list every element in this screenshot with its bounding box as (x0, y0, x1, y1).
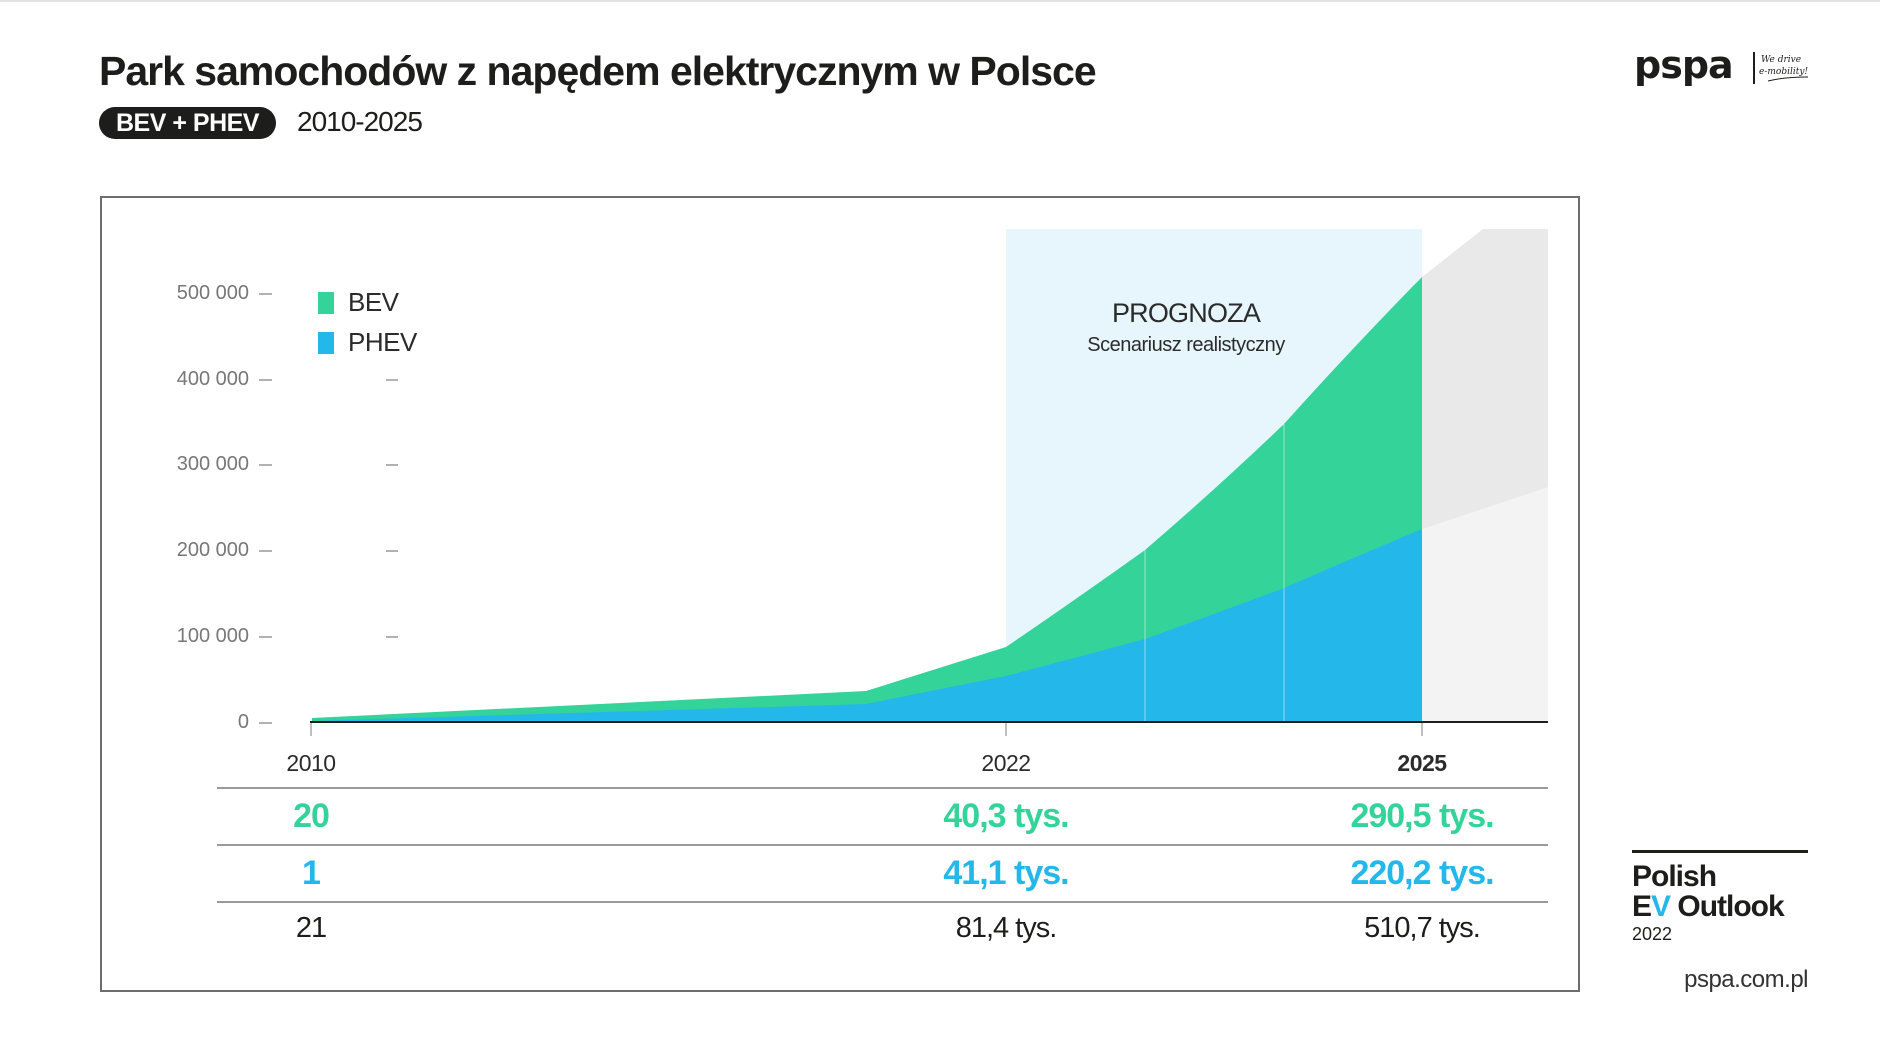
y-label: 300 000 (176, 453, 249, 475)
pspa-logo: pspa We drive e-mobility! (1634, 43, 1814, 96)
total-value-2022: 81,4 tys. (955, 912, 1058, 944)
top-border (0, 0, 1880, 2)
legend-item-phev: PHEV (318, 327, 417, 358)
brand-rule (1632, 850, 1808, 853)
forecast-sublabel: Scenariusz realistyczny (1087, 334, 1285, 356)
svg-text:e-mobility!: e-mobility! (1759, 67, 1808, 77)
y-ticks (259, 293, 398, 724)
svg-text:We drive: We drive (1761, 55, 1801, 65)
y-label: 0 (237, 711, 249, 733)
x-label-2010: 2010 (286, 750, 336, 776)
table-divider (217, 901, 1548, 903)
website-link[interactable]: pspa.com.pl (1684, 966, 1808, 993)
y-label: 200 000 (176, 539, 249, 561)
bev-value-2025: 290,5 tys. (1350, 797, 1494, 835)
category-badge: BEV + PHEV (99, 107, 276, 139)
phev-value-2022: 41,1 tys. (943, 854, 1069, 892)
x-label-2025: 2025 (1397, 750, 1447, 776)
svg-text:pspa: pspa (1634, 46, 1733, 87)
brand-year: 2022 (1632, 924, 1673, 944)
forecast-label: PROGNOZA (1111, 298, 1261, 328)
pspa-logo-icon: pspa We drive e-mobility! (1634, 43, 1808, 87)
total-value-2010: 21 (295, 912, 327, 944)
total-value-2025: 510,7 tys. (1364, 912, 1481, 944)
y-label: 500 000 (176, 282, 249, 304)
bev-swatch-icon (318, 291, 334, 314)
date-range: 2010-2025 (297, 106, 423, 137)
chart-frame (100, 196, 1580, 992)
phev-value-2025: 220,2 tys. (1350, 854, 1494, 892)
brand-line2: EV Outlook (1632, 890, 1785, 923)
phev-swatch-icon (318, 331, 334, 354)
bev-value-2010: 20 (293, 797, 330, 835)
gray-band-lower (1422, 487, 1548, 722)
y-label: 400 000 (176, 368, 249, 390)
x-label-2022: 2022 (981, 750, 1031, 776)
bev-value-2022: 40,3 tys. (943, 797, 1069, 835)
page-title: Park samochodów z napędem elektrycznym w… (99, 48, 1097, 94)
y-label: 100 000 (176, 625, 249, 647)
brand-line1: Polish (1632, 860, 1717, 893)
phev-value-2010: 1 (302, 854, 321, 892)
legend-item-bev: BEV (318, 287, 399, 318)
table-divider (217, 787, 1548, 789)
table-divider (217, 844, 1548, 846)
